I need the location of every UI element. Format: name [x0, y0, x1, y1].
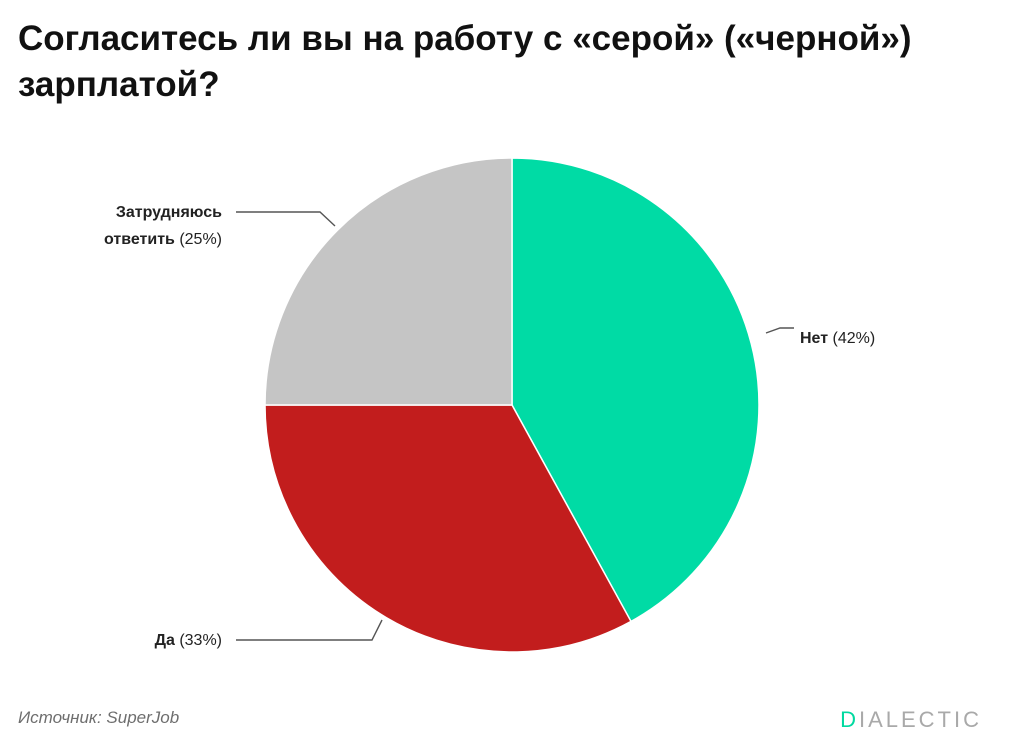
- slice-label-нет: Нет (42%): [800, 330, 875, 347]
- logo-first-letter: D: [840, 707, 859, 732]
- slice-label-затрудняюсь-ответить: Затрудняюсь ответить (25%): [104, 204, 222, 248]
- leader-line-да: [236, 619, 383, 641]
- leader-line-нет: [765, 327, 794, 334]
- slice-label-category: ответить: [104, 231, 175, 248]
- slice-label-percent: (25%): [175, 231, 222, 248]
- slice-labels: Нет (42%) Да (33%) Затрудняюсь ответить (25…: [104, 204, 875, 649]
- leader-line-затрудняюсь-ответить: [236, 211, 336, 227]
- slice-label-category: Да: [155, 632, 175, 649]
- slice-label-category: Нет: [800, 330, 828, 347]
- dialectic-logo: DIALECTIC: [840, 707, 982, 733]
- pie-slices: [264, 157, 760, 653]
- pie-slice-нет: [511, 157, 760, 623]
- source-note: Источник: SuperJob: [18, 708, 180, 727]
- pie-slice-затрудняюсь-ответить: [264, 157, 513, 406]
- slice-label-percent: (42%): [828, 330, 875, 347]
- slice-label-да: Да (33%): [155, 632, 222, 649]
- pie-slice-да: [264, 404, 633, 653]
- chart-title: Согласитесь ли вы на работу с «серой» («…: [18, 19, 912, 104]
- slice-label-percent: (33%): [175, 632, 222, 649]
- leader-lines: [236, 211, 794, 641]
- slice-label-category: Затрудняюсь: [116, 204, 222, 221]
- logo-rest: IALECTIC: [858, 707, 982, 732]
